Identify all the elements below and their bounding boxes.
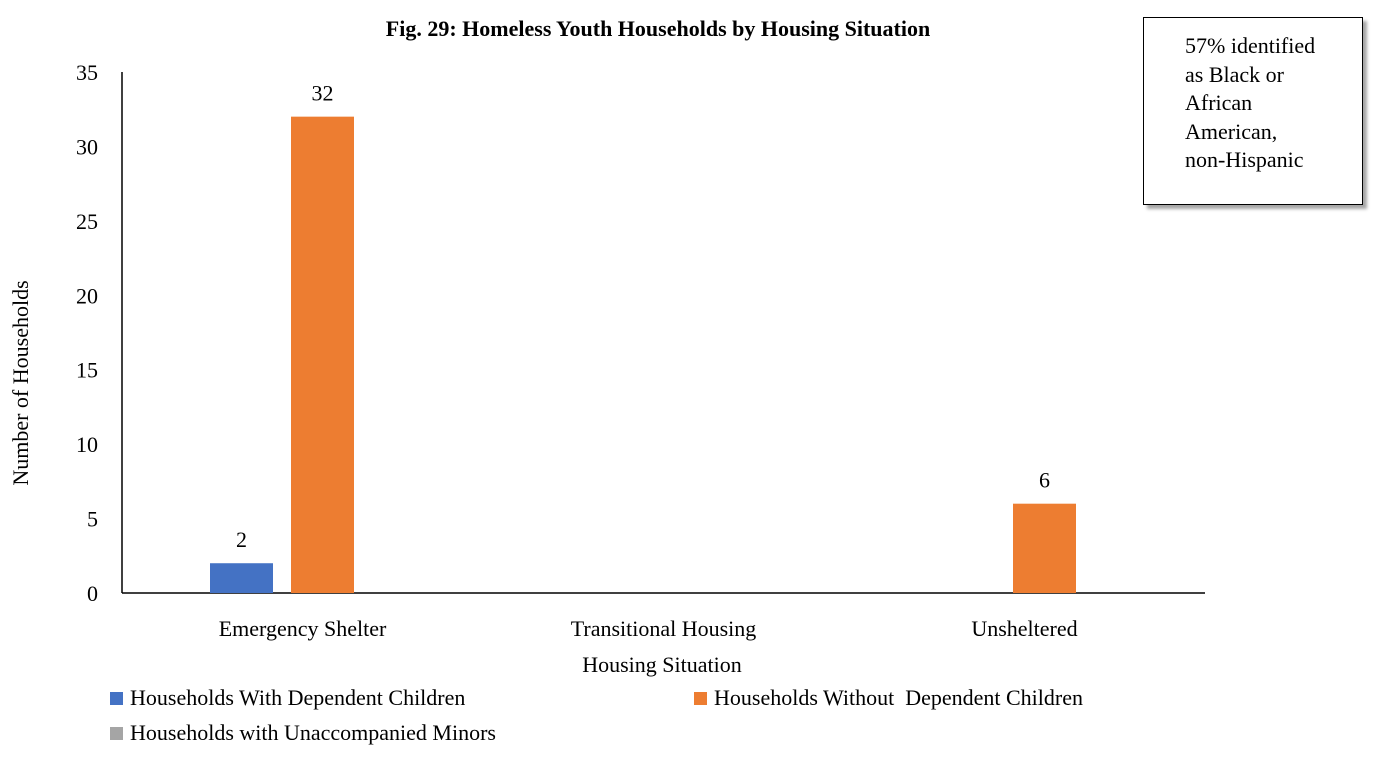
legend-label: Households With Dependent Children xyxy=(130,685,465,710)
y-axis-ticks: 0 5 10 15 20 25 30 35 xyxy=(76,60,98,606)
data-label: 2 xyxy=(236,527,247,552)
bar xyxy=(210,563,273,593)
x-tick-label: Emergency Shelter xyxy=(219,616,387,641)
y-tick-label: 10 xyxy=(76,432,98,457)
callout-line: non-Hispanic xyxy=(1185,147,1304,172)
bar xyxy=(291,116,354,594)
y-tick-label: 25 xyxy=(76,209,98,234)
y-tick-label: 20 xyxy=(76,283,98,308)
legend-label: Households Without Dependent Children xyxy=(714,685,1083,710)
y-tick-label: 35 xyxy=(76,60,98,85)
y-tick-label: 30 xyxy=(76,134,98,159)
callout-line: as Black or xyxy=(1185,61,1284,87)
y-tick-label: 0 xyxy=(87,581,98,606)
bar xyxy=(1013,503,1076,593)
y-tick-label: 15 xyxy=(76,358,98,383)
data-label: 6 xyxy=(1039,468,1050,493)
callout-line: African xyxy=(1185,90,1253,115)
legend: Households With Dependent Children Househ… xyxy=(110,685,1083,745)
callout-line: American, xyxy=(1185,118,1278,144)
x-axis-label: Housing Situation xyxy=(582,652,742,677)
callout-line: 57% identified xyxy=(1185,33,1316,58)
bars xyxy=(210,116,1076,594)
y-tick-label: 5 xyxy=(87,507,98,532)
callout-box: 57% identified as Black or African Ameri… xyxy=(1143,17,1363,205)
chart-title: Fig. 29: Homeless Youth Households by Ho… xyxy=(386,16,930,41)
legend-swatch xyxy=(110,727,123,740)
x-axis-ticks: Emergency Shelter Transitional Housing Uns… xyxy=(219,616,1078,641)
data-labels: 2 32 6 xyxy=(236,81,1050,553)
data-label: 32 xyxy=(312,81,334,106)
x-tick-label: Unsheltered xyxy=(971,616,1077,641)
legend-swatch xyxy=(694,692,707,705)
legend-label: Households with Unaccompanied Minors xyxy=(130,720,496,745)
legend-swatch xyxy=(110,692,123,705)
y-axis-label: Number of Households xyxy=(8,280,33,485)
x-tick-label: Transitional Housing xyxy=(571,616,757,641)
